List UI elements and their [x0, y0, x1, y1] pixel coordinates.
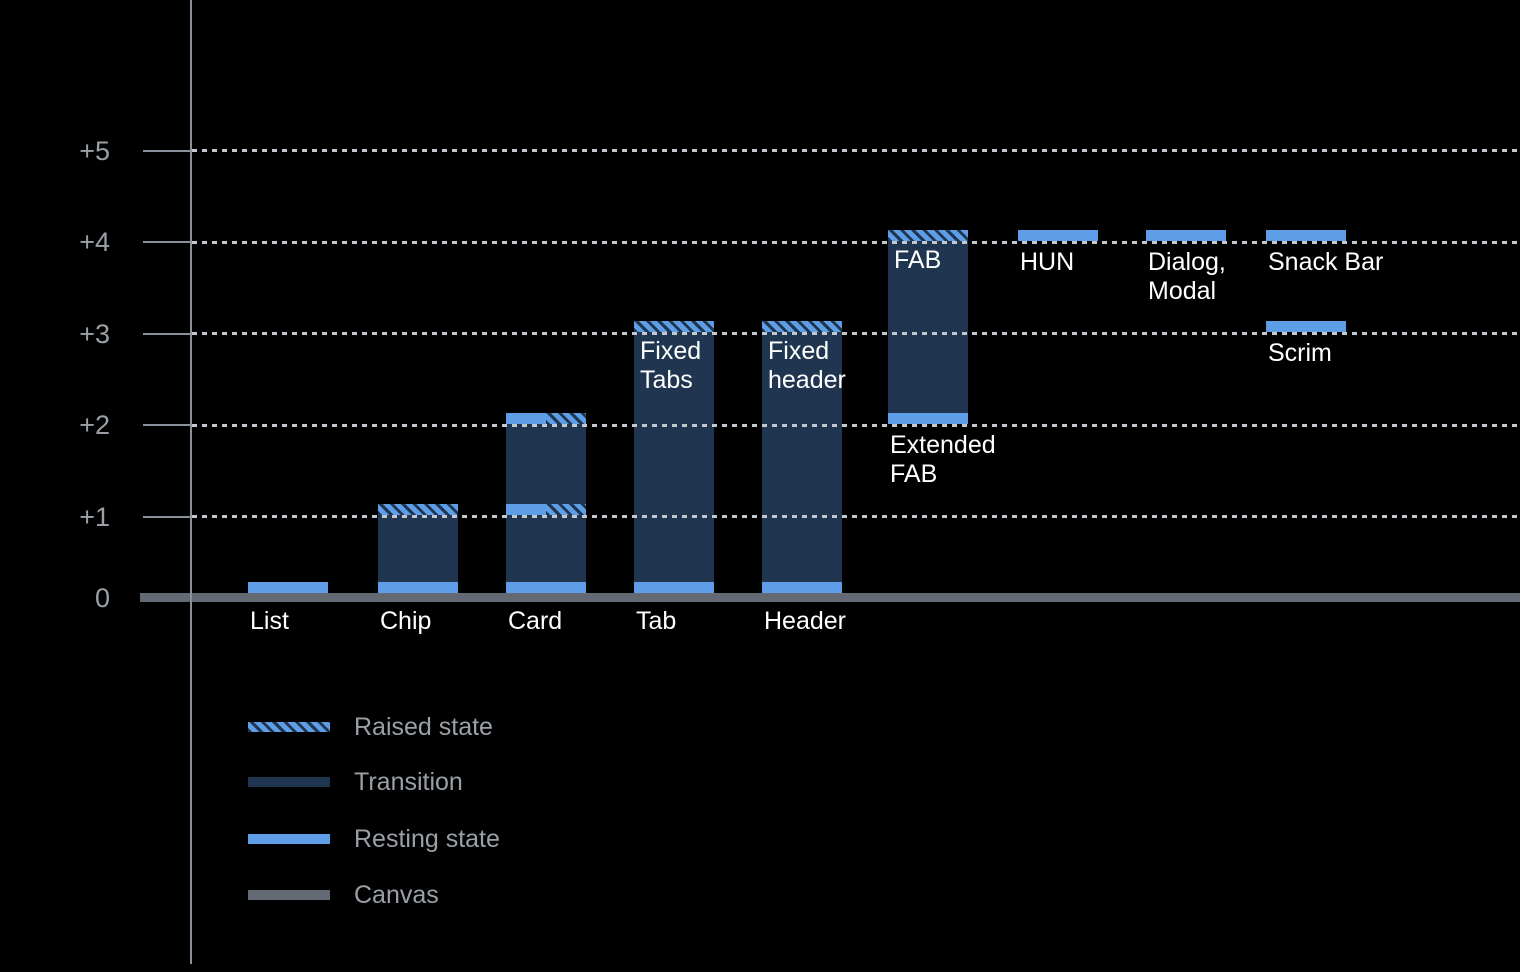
legend-swatch-transition	[248, 777, 330, 787]
legend-label-transition: Transition	[354, 768, 463, 796]
bar-inner-label-tab: Fixed Tabs	[640, 337, 701, 395]
tick-label-+1: +1	[79, 501, 110, 532]
bar-caption-tab-line: Tab	[636, 607, 677, 635]
bar-inner-label-tab-line: Tabs	[640, 366, 693, 394]
canvas-line	[140, 593, 1520, 602]
tick-label-+5: +5	[79, 135, 110, 166]
bar-segment-transition	[762, 332, 842, 582]
bar-caption-chip-line: Chip	[380, 607, 432, 635]
bar-caption-dialog-modal-line: Dialog,	[1148, 247, 1226, 276]
bar-caption-list: List	[250, 607, 289, 636]
bar-inner-label-extended-fab: FAB	[894, 246, 941, 275]
bar-caption-snack-bar: Snack Bar	[1268, 248, 1383, 277]
bar-caption-list-line: List	[250, 607, 289, 635]
bar-caption-tab: Tab	[636, 607, 676, 636]
bar-caption-card: Card	[508, 607, 562, 636]
bar-segment-resting	[506, 582, 586, 593]
bar-caption-hun-line: HUN	[1020, 247, 1075, 276]
tick-+5	[143, 149, 192, 152]
bar-segment-resting-half	[506, 504, 546, 515]
tick-label-+3: +3	[79, 318, 110, 349]
bar-segment-raised-half	[546, 504, 586, 515]
legend-swatch-canvas	[248, 890, 330, 900]
gridline-+5	[192, 149, 1520, 152]
bar-caption-chip: Chip	[380, 607, 431, 636]
bar-inner-label-header: Fixed header	[768, 337, 846, 395]
bar-segment-resting	[248, 582, 328, 593]
bar-inner-label-header-line: header	[768, 366, 846, 394]
bar-caption-extended-fab-line: Extended	[890, 430, 996, 459]
tick-+4	[143, 241, 192, 243]
bar-caption-scrim: Scrim	[1268, 339, 1332, 368]
bar-segment-transition	[378, 515, 458, 582]
bar-segment-transition	[506, 423, 586, 582]
bar-segment-resting	[378, 582, 458, 593]
bar-segment-transition	[634, 332, 714, 582]
legend-swatch-raised	[248, 722, 330, 732]
bar-caption-extended-fab: Extended FAB	[890, 431, 996, 489]
legend-label-canvas: Canvas	[354, 881, 439, 909]
bar-segment-raised	[634, 321, 714, 332]
bar-segment-transition	[888, 240, 968, 413]
bar-inner-label-tab-line: Fixed	[640, 337, 702, 365]
tick-+1	[143, 515, 192, 518]
legend-label-resting: Resting state	[354, 825, 500, 853]
bar-caption-hun: HUN	[1020, 248, 1074, 277]
bar-caption-header-line: Header	[764, 607, 846, 635]
bar-caption-extended-fab-line: FAB	[890, 459, 938, 488]
bar-segment-resting	[1018, 229, 1098, 241]
bar-inner-label-extended-fab-line: FAB	[894, 245, 942, 274]
bar-segment-resting	[888, 412, 968, 424]
bar-caption-dialog-modal: Dialog, Modal	[1148, 248, 1226, 306]
gridline-+4	[192, 240, 1520, 244]
gridline-+2	[192, 423, 1520, 427]
tick-label-+2: +2	[79, 410, 110, 440]
tick-+2	[143, 424, 192, 426]
bar-caption-dialog-modal-line: Modal	[1148, 276, 1217, 305]
legend-swatch-resting	[248, 834, 330, 844]
bar-segment-resting	[1146, 229, 1226, 241]
tick-label-+4: +4	[79, 227, 110, 257]
bar-segment-raised	[888, 229, 968, 241]
bar-segment-resting	[634, 582, 714, 593]
bar-caption-header: Header	[764, 607, 846, 636]
bar-segment-resting	[762, 582, 842, 593]
bar-caption-scrim-line: Scrim	[1268, 339, 1332, 367]
bar-segment-resting	[1266, 229, 1346, 241]
bar-segment-raised	[378, 504, 458, 515]
bar-caption-card-line: Card	[508, 607, 563, 635]
bar-segment-raised-half	[546, 412, 586, 424]
gridline-+3	[192, 332, 1520, 335]
y-axis-line	[190, 0, 192, 964]
bar-caption-snack-bar-line: Snack Bar	[1268, 247, 1384, 276]
legend-label-raised: Raised state	[354, 713, 493, 741]
gridline-+1	[192, 515, 1520, 518]
tick-label-0: 0	[94, 582, 110, 613]
bar-segment-raised	[762, 321, 842, 332]
bar-segment-resting-half	[506, 412, 546, 424]
tick-+3	[143, 332, 192, 335]
bar-inner-label-header-line: Fixed	[768, 337, 830, 365]
bar-segment-resting	[1266, 321, 1346, 332]
